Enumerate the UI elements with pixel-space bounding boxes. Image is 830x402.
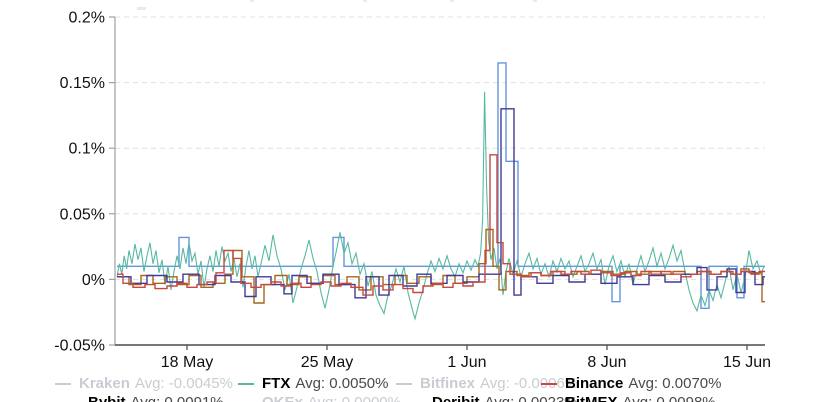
legend-series-name: Deribit [432, 394, 480, 402]
legend-line-swatch-icon [55, 382, 71, 385]
y-axis-labels: 0.2% 0.15% 0.1% 0.05% 0% -0.05% [54, 10, 115, 355]
legend-row-1: Kraken Avg: -0.0045% FTX Avg: 0.0050% Bi… [0, 375, 830, 393]
legend-series-name: Kraken [79, 375, 130, 392]
legend-series-avg: Avg: -0.0045% [134, 375, 233, 392]
legend-item-bybit[interactable]: Bybit Avg: 0.0091% [64, 394, 224, 402]
y-tick-label: 0.2% [69, 10, 105, 27]
legend-series-avg: Avg: 0.0000% [308, 394, 401, 402]
legend-series-name: FTX [262, 375, 291, 392]
x-tick-label: 25 May [301, 354, 353, 371]
legend-series-avg: Avg: 0.0098% [623, 394, 716, 402]
legend-item-kraken[interactable]: Kraken Avg: -0.0045% [55, 375, 233, 392]
cropped-header-remnant [250, 0, 254, 2]
legend-series-name: Bitfinex [420, 375, 476, 392]
cropped-header-remnant [450, 0, 454, 2]
series-line-binance [117, 154, 765, 296]
funding-chart-canvas: 0.2% 0.15% 0.1% 0.05% 0% -0.05% 18 May 25 May 1 … [54, 10, 771, 372]
legend-line-swatch-icon [238, 382, 254, 385]
legend-series-name: BitMEX [565, 394, 618, 402]
y-tick-label: -0.05% [54, 338, 105, 355]
y-tick-label: 0.05% [60, 206, 105, 223]
legend-series-avg: Avg: 0.0050% [295, 375, 389, 392]
legend-line-swatch-icon [396, 382, 412, 385]
legend-item-ftx[interactable]: FTX Avg: 0.0050% [238, 375, 388, 392]
legend-row-2: Bybit Avg: 0.0091% OKEx Avg: 0.0000% Der… [0, 394, 830, 402]
legend-series-avg: Avg: -0.0006% [480, 375, 579, 392]
y-tick-label: 0% [82, 272, 105, 289]
series-line-deribit [117, 62, 765, 309]
x-tick-label: 1 Jun [447, 354, 486, 371]
cropped-header-remnant [533, 0, 537, 2]
cropped-header-remnant [363, 0, 367, 2]
legend-series-avg: Avg: 0.0091% [131, 394, 224, 402]
legend-series-avg: Avg: 0.0023% [485, 394, 578, 402]
legend-item-bitmex[interactable]: BitMEX Avg: 0.0098% [541, 394, 716, 402]
legend-item-bitfinex[interactable]: Bitfinex Avg: -0.0006% [396, 375, 578, 392]
legend-item-binance[interactable]: Binance Avg: 0.0070% [541, 375, 722, 392]
legend-series-avg: Avg: 0.0070% [628, 375, 722, 392]
series-line-bybit [117, 108, 765, 299]
x-tick-label: 18 May [161, 354, 213, 371]
legend-line-swatch-icon [541, 382, 557, 385]
x-tick-label: 15 Jun [723, 354, 771, 371]
y-tick-label: 0.1% [69, 141, 105, 158]
x-axis-labels: 18 May 25 May 1 Jun 8 Jun 15 Jun [161, 345, 771, 371]
gridlines [115, 16, 765, 280]
legend-item-okex[interactable]: OKEx Avg: 0.0000% [238, 394, 401, 402]
legend-series-name: Binance [565, 375, 624, 392]
legend-series-name: Bybit [88, 394, 126, 402]
cropped-header-remnant [137, 7, 146, 10]
x-tick-label: 8 Jun [587, 354, 626, 371]
y-tick-label: 0.15% [60, 75, 105, 92]
legend-series-name: OKEx [262, 394, 303, 402]
